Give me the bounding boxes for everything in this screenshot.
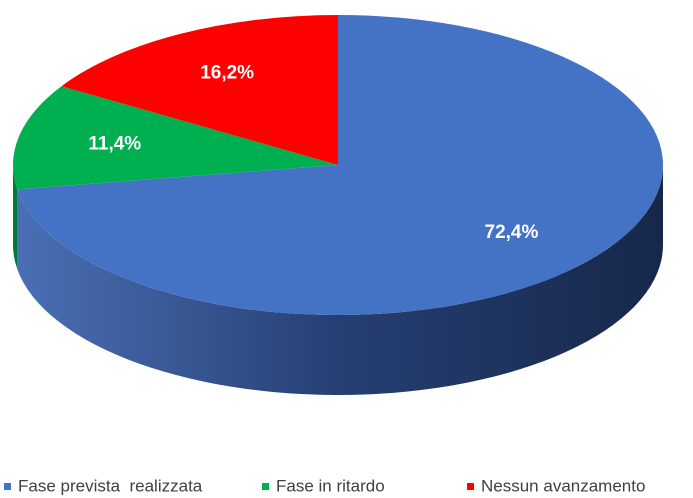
slice-side bbox=[13, 165, 18, 270]
slice bbox=[61, 15, 339, 165]
legend-label: Fase in ritardo bbox=[276, 476, 385, 495]
legend-swatch bbox=[262, 483, 269, 490]
data-label: 11,4% bbox=[88, 134, 141, 155]
slice bbox=[12, 86, 338, 190]
data-label: 16,2% bbox=[200, 62, 254, 83]
legend-label: Nessun avanzamento bbox=[481, 476, 645, 495]
slice-side bbox=[17, 165, 663, 395]
legend-label: Fase prevista realizzata bbox=[18, 476, 203, 495]
slice bbox=[17, 15, 663, 316]
legend-swatch bbox=[467, 483, 474, 490]
legend-swatch bbox=[4, 483, 11, 490]
data-label: 72,4% bbox=[485, 222, 539, 243]
